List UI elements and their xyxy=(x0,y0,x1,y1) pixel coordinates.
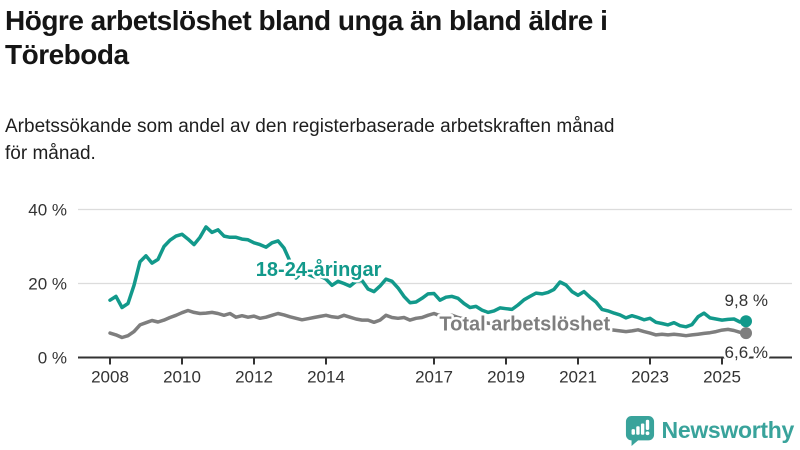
y-tick-label: 20 % xyxy=(28,275,67,294)
x-tick-label: 2012 xyxy=(235,368,273,387)
end-annotations: 6,6 % 9,8 % xyxy=(722,289,770,365)
series-labels: Total arbetslöshet 18-24-åringar xyxy=(253,256,613,338)
x-axis: 2008 2010 2012 2014 2017 2019 2021 2023 2025 xyxy=(78,356,792,387)
gridlines xyxy=(78,208,792,285)
series-lines xyxy=(108,225,752,340)
y-tick-label: 0 % xyxy=(38,349,67,368)
x-tick-label: 2023 xyxy=(631,368,669,387)
series-label: 18-24-åringar xyxy=(256,258,382,281)
speech-bubble-shape xyxy=(625,415,654,446)
series-label: Total arbetslöshet xyxy=(439,314,610,336)
end-value-label: 6,6 % xyxy=(725,343,768,362)
y-tick-label: 40 % xyxy=(28,201,67,220)
chart-subtitle: Arbetssökande som andel av den registerb… xyxy=(5,116,615,164)
brand-footer: Newsworthy xyxy=(625,415,794,446)
logo-exclamation xyxy=(645,419,649,436)
x-tick-label: 2008 xyxy=(91,368,129,387)
series-line xyxy=(108,225,748,329)
series-end-dot xyxy=(740,327,752,340)
x-tick-label: 2010 xyxy=(163,368,201,387)
x-tick-label: 2025 xyxy=(703,368,741,387)
series-end-dot xyxy=(740,315,752,328)
newsworthy-logo-icon xyxy=(625,415,654,446)
x-tick-label: 2014 xyxy=(307,368,345,387)
x-tick-label: 2017 xyxy=(415,368,453,387)
end-value-label: 9,8 % xyxy=(725,291,768,310)
unemployment-line-chart: 0 % 20 % 40 % 2008 2010 2012 2014 2017 2019 2021… xyxy=(28,201,792,387)
series-line xyxy=(108,308,748,340)
x-tick-label: 2019 xyxy=(487,368,525,387)
x-tick-label: 2021 xyxy=(559,368,597,387)
logo-bars xyxy=(631,423,644,435)
y-axis-labels: 0 % 20 % 40 % xyxy=(28,201,67,368)
chart-title: Högre arbetslöshet bland unga än bland ä… xyxy=(5,5,608,70)
brand-name: Newsworthy xyxy=(661,417,795,443)
